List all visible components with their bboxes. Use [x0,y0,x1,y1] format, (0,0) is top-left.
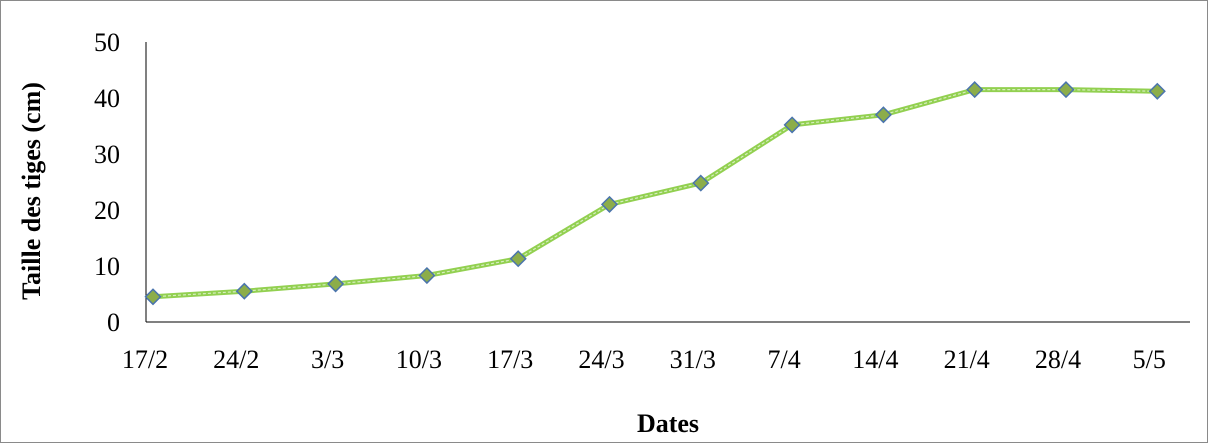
x-tick-label: 3/3 [311,345,344,374]
y-tick-label: 0 [107,308,120,337]
data-point-marker [692,174,710,192]
x-axis-title: Dates [637,409,699,438]
x-tick-labels: 17/2 24/2 3/3 10/3 17/3 24/3 31/3 7/4 14/4 21/4 28… [122,345,1166,374]
x-tick-label: 28/4 [1035,345,1081,374]
series-line-highlight [152,89,1158,298]
data-point-marker [966,81,984,99]
y-tick-labels: 0 10 20 30 40 50 [94,28,120,337]
y-axis-title: Taille des tiges (cm) [17,82,46,300]
x-tick-label: 14/4 [852,345,898,374]
data-point-marker [1148,82,1166,100]
y-tick-label: 50 [94,28,120,57]
data-point-marker [600,195,619,213]
data-point-marker [327,275,345,293]
data-point-marker [418,266,436,285]
y-tick-label: 40 [94,84,120,113]
y-tick-label: 10 [94,252,120,281]
series-lines [152,87,1158,300]
data-point-marker [874,106,892,124]
y-tick-label: 20 [94,196,120,225]
x-tick-label: 5/5 [1133,345,1166,374]
x-tick-label: 24/3 [578,345,624,374]
x-tick-label: 31/3 [670,345,716,374]
x-tick-label: 21/4 [944,345,990,374]
x-tick-label: 10/3 [396,345,442,374]
x-tick-label: 17/3 [487,345,533,374]
data-point-marker [144,288,162,306]
x-tick-label: 7/4 [767,345,800,374]
data-point-marker [783,116,801,134]
x-tick-label: 24/2 [213,345,259,374]
data-point-marker [1057,81,1075,99]
axes [145,42,1190,323]
y-tick-label: 30 [94,140,120,169]
data-point-marker [509,250,527,268]
data-point-marker [235,282,253,300]
x-tick-label: 17/2 [122,345,168,374]
series-markers [144,81,1166,306]
